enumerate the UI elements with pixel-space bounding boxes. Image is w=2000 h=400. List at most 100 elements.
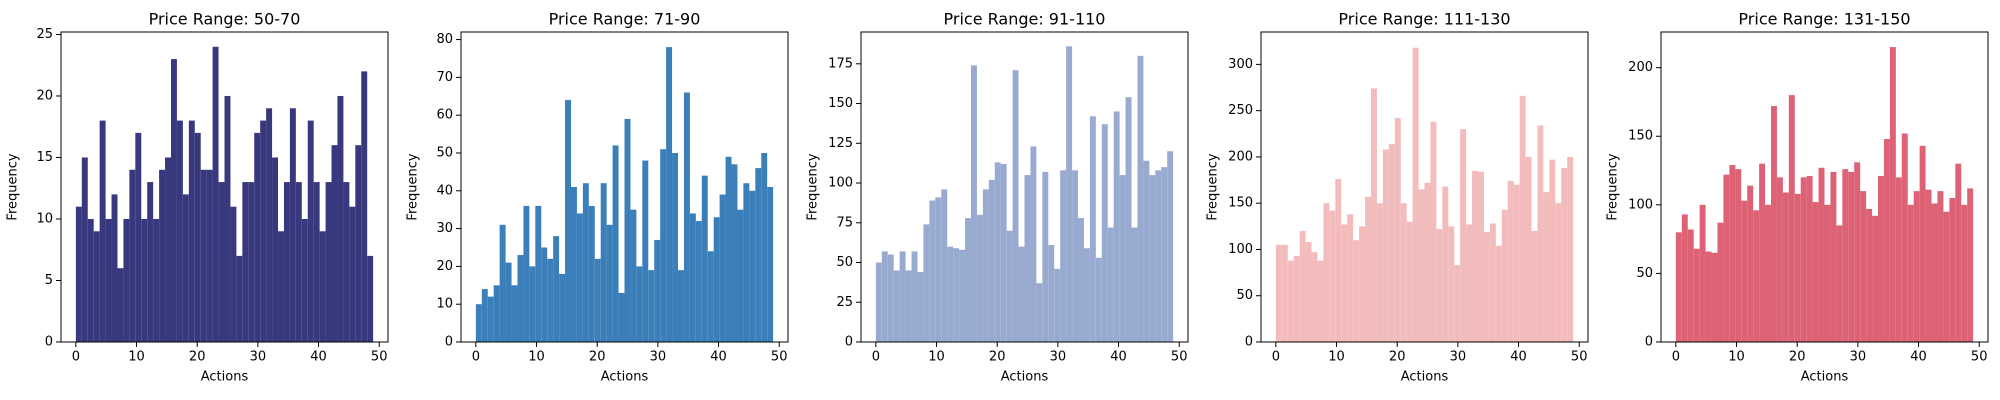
- bar: [289, 108, 296, 343]
- bar: [1125, 97, 1132, 342]
- bar: [1472, 170, 1479, 342]
- bar: [1549, 159, 1556, 342]
- x-tick-label: 10: [528, 350, 545, 365]
- bar: [1353, 240, 1360, 342]
- bar: [1483, 231, 1490, 342]
- bar: [1770, 106, 1777, 342]
- bar: [1167, 151, 1174, 342]
- bar: [206, 169, 213, 342]
- y-tick-label: 250: [1228, 103, 1253, 118]
- bar: [1060, 170, 1067, 342]
- bar: [1406, 221, 1413, 342]
- bar: [1525, 156, 1532, 342]
- bar: [618, 292, 625, 342]
- bar: [1693, 248, 1700, 342]
- bar: [1531, 230, 1538, 342]
- y-tick-label: 50: [436, 145, 453, 160]
- bar: [141, 218, 148, 342]
- bar: [988, 179, 995, 342]
- bar: [994, 162, 1001, 342]
- x-tick-label: 0: [1672, 350, 1680, 365]
- bar: [1967, 188, 1974, 342]
- bar: [965, 218, 971, 342]
- axes-frame: [60, 31, 389, 343]
- y-tick-label: 50: [1636, 266, 1653, 281]
- bar: [1931, 203, 1938, 342]
- x-tick-label: 20: [1789, 350, 1806, 365]
- bar: [1543, 192, 1550, 342]
- bar: [1854, 162, 1861, 342]
- axes-frame: [460, 31, 789, 343]
- bar: [1089, 116, 1096, 342]
- bar: [1030, 146, 1037, 342]
- x-tick-label: 40: [1510, 350, 1527, 365]
- bar: [212, 46, 219, 343]
- bar: [1376, 203, 1383, 342]
- y-axis-label: Frequency: [406, 153, 421, 220]
- bar: [487, 296, 494, 342]
- x-tick-label: 30: [250, 350, 267, 365]
- bar: [1412, 47, 1419, 342]
- bar: [224, 95, 231, 342]
- y-tick-label: 25: [36, 27, 53, 42]
- bar: [1776, 177, 1783, 342]
- bar: [1842, 169, 1849, 342]
- bar: [1323, 203, 1330, 342]
- bar: [1083, 248, 1090, 342]
- bar: [331, 145, 338, 342]
- y-tick-label: 150: [1228, 196, 1253, 211]
- bar: [1078, 218, 1084, 342]
- x-tick-label: 10: [1728, 350, 1745, 365]
- bar: [959, 249, 966, 342]
- y-tick-label: 10: [36, 211, 53, 226]
- bar: [87, 218, 94, 342]
- bar: [1101, 124, 1108, 342]
- bar: [541, 247, 548, 342]
- bar: [923, 224, 930, 342]
- x-axis-label: Actions: [1401, 370, 1449, 385]
- bar: [218, 182, 225, 342]
- bar: [1048, 245, 1055, 342]
- bar: [1012, 70, 1019, 343]
- axes-frame: [1660, 31, 1989, 343]
- bar: [982, 189, 989, 342]
- bar: [475, 304, 482, 342]
- bar: [1143, 160, 1150, 342]
- bar: [576, 213, 583, 342]
- bar: [1365, 196, 1371, 342]
- bar: [355, 145, 362, 342]
- bar: [941, 189, 948, 342]
- bar: [1359, 226, 1366, 342]
- bar: [523, 205, 530, 342]
- bar: [307, 120, 314, 342]
- y-axis-label: Frequency: [6, 153, 21, 220]
- bar: [1424, 182, 1431, 342]
- bar: [1400, 203, 1407, 342]
- bar: [642, 160, 649, 342]
- y-tick-label: 10: [436, 297, 453, 312]
- bar: [1430, 121, 1437, 342]
- bar: [594, 258, 601, 342]
- bar: [505, 262, 512, 342]
- bar: [1501, 209, 1508, 342]
- bar: [1317, 260, 1324, 342]
- bar: [570, 187, 577, 342]
- bar: [278, 231, 284, 342]
- bar: [123, 218, 130, 342]
- bar: [761, 152, 768, 342]
- y-tick-label: 75: [836, 215, 853, 230]
- bar: [624, 118, 631, 342]
- bar: [1794, 193, 1801, 342]
- bar: [1901, 133, 1908, 342]
- bar: [1036, 283, 1043, 342]
- x-tick-label: 0: [1272, 350, 1280, 365]
- bar: [1741, 200, 1748, 342]
- x-tick-label: 50: [1171, 350, 1188, 365]
- chart-title: Price Range: 111-130: [1338, 10, 1510, 29]
- bar: [1955, 163, 1962, 342]
- axes-frame: [860, 31, 1189, 343]
- bar: [893, 270, 900, 342]
- y-axis-label: Frequency: [1206, 153, 1221, 220]
- x-tick-label: 20: [1389, 350, 1406, 365]
